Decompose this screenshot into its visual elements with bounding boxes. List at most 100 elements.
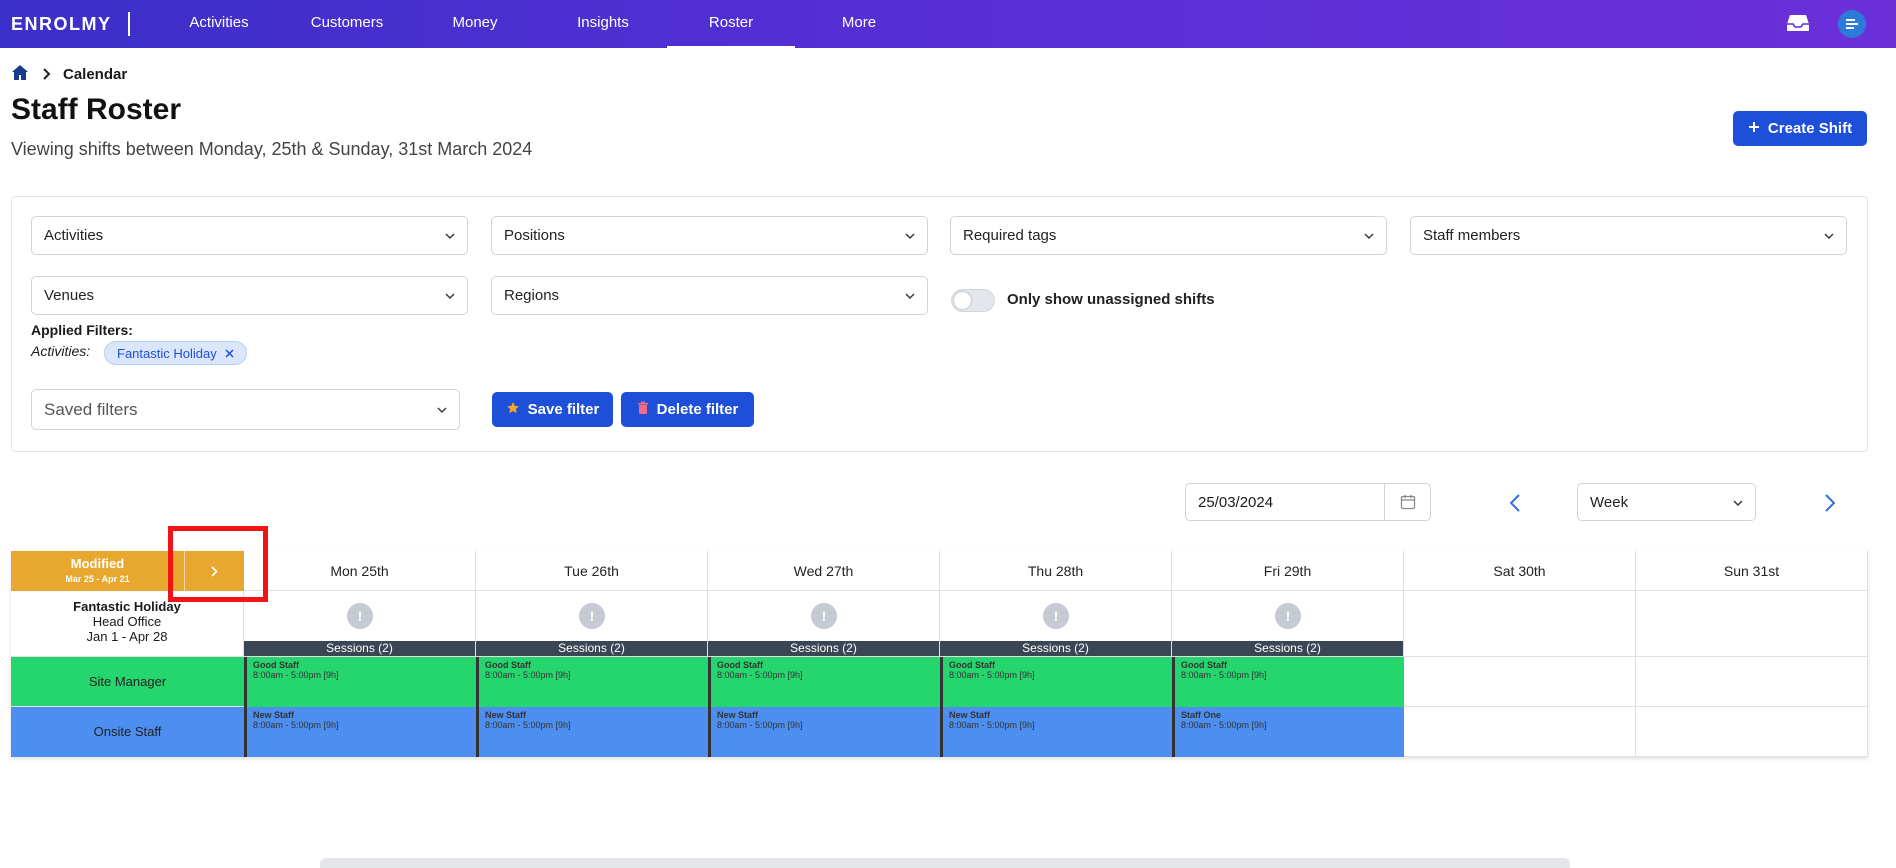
calendar-icon[interactable] xyxy=(1384,484,1430,520)
create-shift-label: Create Shift xyxy=(1767,120,1853,137)
nav-roster[interactable]: Roster xyxy=(667,0,795,48)
activities-select[interactable]: Activities xyxy=(31,216,468,255)
page-subtitle: Viewing shifts between Monday, 25th & Su… xyxy=(11,139,533,159)
next-week-button[interactable] xyxy=(1818,491,1842,515)
unassigned-toggle-label: Only show unassigned shifts xyxy=(1007,291,1215,308)
shift-staff: Good Staff xyxy=(949,660,995,670)
shift-card[interactable]: Good Staff 8:00am - 5:00pm [9h] xyxy=(244,657,476,707)
day-header-sun: Sun 31st xyxy=(1636,551,1868,591)
previous-week-button[interactable] xyxy=(1503,491,1527,515)
chevron-left-icon xyxy=(1510,494,1520,512)
delete-filter-button[interactable]: Delete filter xyxy=(621,392,754,427)
shift-card[interactable]: New Staff 8:00am - 5:00pm [9h] xyxy=(940,707,1172,757)
day-header-sat: Sat 30th xyxy=(1404,551,1636,591)
shift-time: 8:00am - 5:00pm [9h] xyxy=(485,720,571,730)
day-info-cell: ! Sessions (2) xyxy=(1172,591,1404,657)
shift-staff: Good Staff xyxy=(485,660,531,670)
activity-venue: Head Office xyxy=(92,614,162,629)
save-filter-label: Save filter xyxy=(527,401,600,418)
regions-select[interactable]: Regions xyxy=(491,276,928,315)
shift-card[interactable]: New Staff 8:00am - 5:00pm [9h] xyxy=(244,707,476,757)
sessions-bar[interactable]: Sessions (2) xyxy=(940,641,1171,656)
shift-time: 8:00am - 5:00pm [9h] xyxy=(949,720,1035,730)
sessions-bar[interactable]: Sessions (2) xyxy=(1172,641,1403,656)
shift-time: 8:00am - 5:00pm [9h] xyxy=(253,720,339,730)
chevron-down-icon xyxy=(1364,233,1374,239)
inbox-icon[interactable] xyxy=(1786,13,1810,33)
warning-icon[interactable]: ! xyxy=(1043,603,1069,629)
saved-filters-placeholder: Saved filters xyxy=(44,399,138,419)
chevron-right-icon xyxy=(211,565,218,577)
shift-staff: Good Staff xyxy=(717,660,763,670)
bottom-panel-edge xyxy=(320,858,1570,868)
applied-filter-chip: Fantastic Holiday xyxy=(104,341,247,365)
required-tags-select[interactable]: Required tags xyxy=(950,216,1387,255)
shift-card[interactable]: New Staff 8:00am - 5:00pm [9h] xyxy=(476,707,708,757)
shift-card[interactable]: Good Staff 8:00am - 5:00pm [9h] xyxy=(1172,657,1404,707)
warning-icon[interactable]: ! xyxy=(1275,603,1301,629)
logo-divider xyxy=(128,12,130,36)
empty-shift-slot[interactable] xyxy=(1636,707,1868,757)
modified-next-button[interactable] xyxy=(184,551,244,591)
user-avatar[interactable] xyxy=(1838,10,1866,38)
shift-card[interactable]: Good Staff 8:00am - 5:00pm [9h] xyxy=(940,657,1172,707)
staff-members-select[interactable]: Staff members xyxy=(1410,216,1847,255)
shift-time: 8:00am - 5:00pm [9h] xyxy=(1181,670,1267,680)
nav-more[interactable]: More xyxy=(841,14,877,31)
view-select[interactable]: Week xyxy=(1577,483,1756,521)
shift-time: 8:00am - 5:00pm [9h] xyxy=(717,720,803,730)
empty-shift-slot[interactable] xyxy=(1636,657,1868,707)
unassigned-toggle[interactable] xyxy=(951,289,995,312)
shift-time: 8:00am - 5:00pm [9h] xyxy=(253,670,339,680)
enrolmy-logo[interactable]: ENROLMY xyxy=(11,14,112,34)
sessions-bar[interactable]: Sessions (2) xyxy=(476,641,707,656)
empty-shift-slot[interactable] xyxy=(1404,707,1636,757)
day-info-cell: ! Sessions (2) xyxy=(940,591,1172,657)
shift-staff: New Staff xyxy=(949,710,991,720)
star-icon xyxy=(506,401,520,419)
modified-range: Mar 25 - Apr 21 xyxy=(65,574,130,584)
delete-filter-label: Delete filter xyxy=(656,401,739,418)
warning-icon[interactable]: ! xyxy=(579,603,605,629)
nav-money[interactable]: Money xyxy=(452,14,498,31)
empty-shift-slot[interactable] xyxy=(1404,657,1636,707)
chevron-down-icon xyxy=(445,233,455,239)
remove-filter-icon[interactable] xyxy=(225,346,234,361)
shift-card[interactable]: Good Staff 8:00am - 5:00pm [9h] xyxy=(708,657,940,707)
day-header-mon: Mon 25th xyxy=(244,551,476,591)
modified-banner: Modified Mar 25 - Apr 21 xyxy=(11,551,244,591)
day-header-fri: Fri 29th xyxy=(1172,551,1404,591)
shift-time: 8:00am - 5:00pm [9h] xyxy=(949,670,1035,680)
activity-name: Fantastic Holiday xyxy=(73,599,181,614)
warning-icon[interactable]: ! xyxy=(347,603,373,629)
sessions-bar[interactable]: Sessions (2) xyxy=(244,641,475,656)
saved-filters-select[interactable]: Saved filters xyxy=(31,389,460,430)
warning-icon[interactable]: ! xyxy=(811,603,837,629)
shift-card[interactable]: Good Staff 8:00am - 5:00pm [9h] xyxy=(476,657,708,707)
regions-select-label: Regions xyxy=(504,287,560,304)
day-header-thu: Thu 28th xyxy=(940,551,1172,591)
position-site-manager: Site Manager xyxy=(11,657,244,707)
save-filter-button[interactable]: Save filter xyxy=(492,392,613,427)
trash-icon xyxy=(637,401,649,419)
positions-select[interactable]: Positions xyxy=(491,216,928,255)
nav-customers[interactable]: Customers xyxy=(310,14,384,31)
chevron-down-icon xyxy=(437,407,447,413)
shift-time: 8:00am - 5:00pm [9h] xyxy=(1181,720,1267,730)
date-picker-input[interactable]: 25/03/2024 xyxy=(1185,483,1431,521)
day-info-cell: ! Sessions (2) xyxy=(244,591,476,657)
venues-select[interactable]: Venues xyxy=(31,276,468,315)
nav-insights[interactable]: Insights xyxy=(577,14,629,31)
activity-info-cell[interactable]: Fantastic Holiday Head Office Jan 1 - Ap… xyxy=(11,591,244,657)
create-shift-button[interactable]: Create Shift xyxy=(1733,111,1867,146)
home-icon[interactable] xyxy=(11,64,29,85)
day-header-wed: Wed 27th xyxy=(708,551,940,591)
sessions-bar[interactable]: Sessions (2) xyxy=(708,641,939,656)
breadcrumb-current: Calendar xyxy=(63,66,128,83)
venues-select-label: Venues xyxy=(44,287,95,304)
shift-card[interactable]: New Staff 8:00am - 5:00pm [9h] xyxy=(708,707,940,757)
nav-activities[interactable]: Activities xyxy=(189,14,249,31)
shift-card[interactable]: Staff One 8:00am - 5:00pm [9h] xyxy=(1172,707,1404,757)
shift-staff: Staff One xyxy=(1181,710,1222,720)
highlight-box xyxy=(168,526,268,602)
